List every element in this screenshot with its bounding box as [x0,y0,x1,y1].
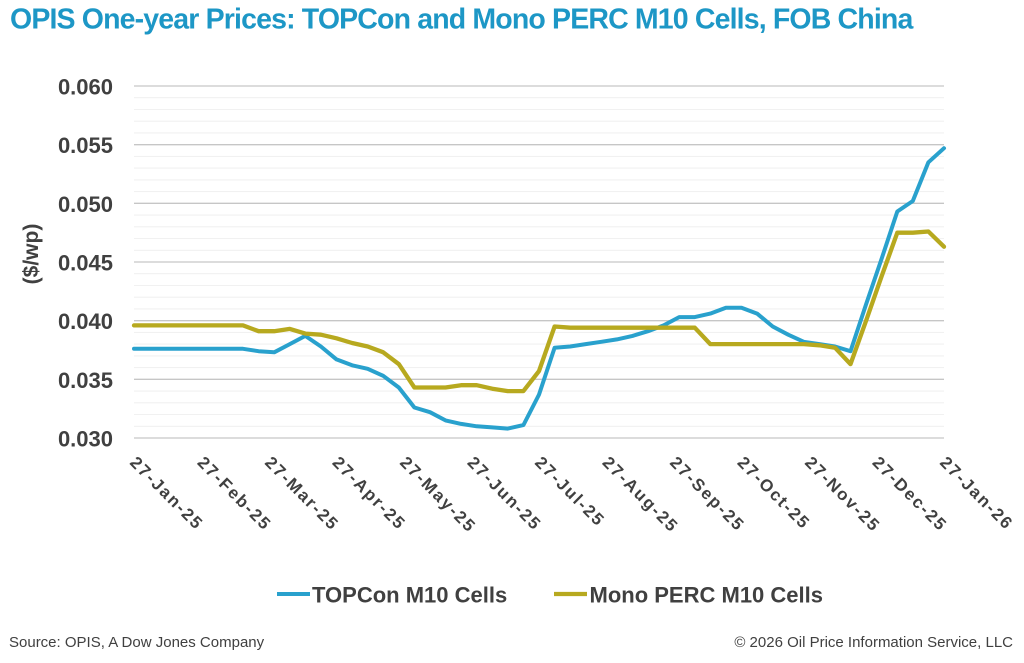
svg-text:TOPCon M10 Cells: TOPCon M10 Cells [312,583,507,608]
svg-text:($/wp): ($/wp) [20,224,43,285]
svg-text:0.060: 0.060 [58,75,113,100]
svg-text:0.030: 0.030 [58,427,113,452]
svg-text:© 2026 Oil Price Information S: © 2026 Oil Price Information Service, LL… [734,634,1013,651]
svg-text:0.050: 0.050 [58,192,113,217]
svg-text:Mono PERC M10 Cells: Mono PERC M10 Cells [590,583,823,608]
svg-text:0.040: 0.040 [58,309,113,334]
svg-text:0.045: 0.045 [58,251,113,276]
svg-text:0.055: 0.055 [58,133,113,158]
svg-text:Source: OPIS, A Dow Jones Comp: Source: OPIS, A Dow Jones Company [9,634,265,651]
svg-text:0.035: 0.035 [58,368,113,393]
svg-text:OPIS One-year Prices: TOPCon a: OPIS One-year Prices: TOPCon and Mono PE… [10,4,914,36]
